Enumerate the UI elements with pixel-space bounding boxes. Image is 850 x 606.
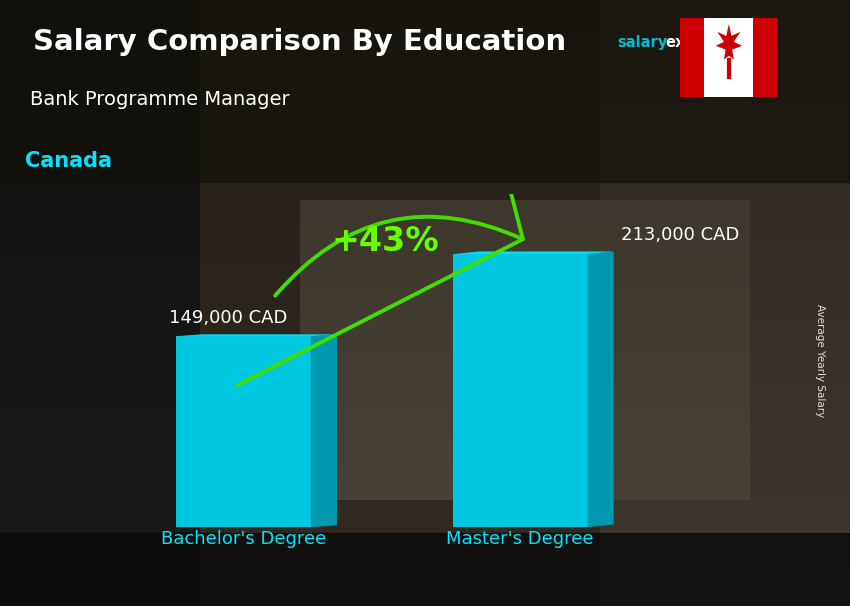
Bar (705, 18, 753, 97)
Polygon shape (453, 251, 614, 254)
Polygon shape (716, 24, 742, 59)
Bar (753, 18, 778, 97)
Polygon shape (311, 335, 337, 527)
Text: salary: salary (617, 35, 667, 50)
Polygon shape (176, 336, 311, 527)
Text: .com: .com (731, 35, 770, 50)
Text: +43%: +43% (332, 225, 439, 258)
Polygon shape (587, 251, 614, 527)
Bar (680, 18, 705, 97)
Text: Average Yearly Salary: Average Yearly Salary (815, 304, 825, 417)
Text: Bachelor's Degree: Bachelor's Degree (161, 530, 326, 548)
Bar (0, 0, 850, 182)
Polygon shape (176, 335, 337, 336)
Text: 213,000 CAD: 213,000 CAD (621, 226, 740, 244)
FancyArrowPatch shape (238, 0, 523, 385)
Text: Salary Comparison By Education: Salary Comparison By Education (33, 28, 566, 56)
Text: 149,000 CAD: 149,000 CAD (168, 308, 287, 327)
Text: Master's Degree: Master's Degree (446, 530, 594, 548)
Polygon shape (453, 254, 587, 527)
Text: Canada: Canada (26, 150, 112, 171)
Text: explorer: explorer (666, 35, 735, 50)
Bar (0, 533, 850, 606)
Text: Bank Programme Manager: Bank Programme Manager (30, 90, 289, 110)
